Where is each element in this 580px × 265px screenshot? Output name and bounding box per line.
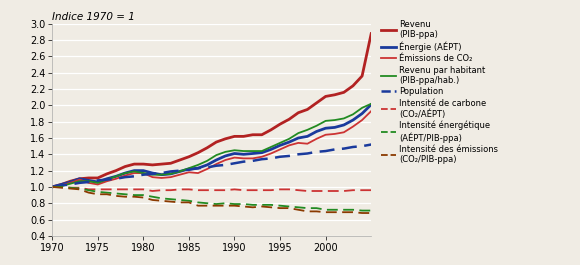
Legend: Revenu
(PIB-ppa), Énergie (AÉPT), Émissions de CO₂, Revenu par habitant
(PIB-ppa: Revenu (PIB-ppa), Énergie (AÉPT), Émissi…	[380, 20, 498, 164]
Text: Indice 1970 = 1: Indice 1970 = 1	[52, 12, 135, 22]
